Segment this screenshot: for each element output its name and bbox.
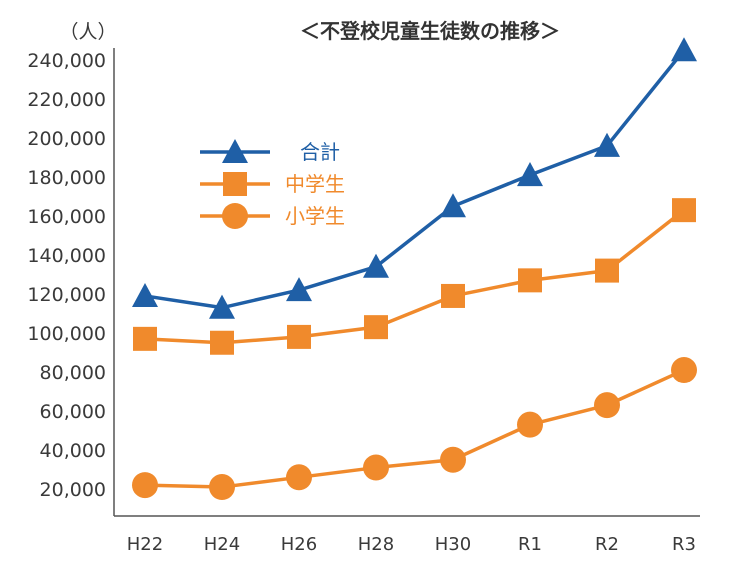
legend-marker-circle	[222, 203, 248, 229]
y-tick-label: 140,000	[27, 245, 106, 267]
y-tick-label: 240,000	[27, 50, 106, 72]
legend-marker-triangle	[222, 139, 248, 164]
chart-title: ＜不登校児童生徒数の推移＞	[300, 19, 560, 43]
data-point-square	[595, 258, 619, 283]
y-tick-label: 180,000	[27, 167, 106, 189]
data-point-square	[364, 315, 388, 340]
data-point-triangle	[286, 277, 312, 302]
x-tick-label: H24	[204, 534, 240, 555]
y-axis-ticks: 20,000 40,000 60,000 80,000 100,000 120,000 14…	[27, 50, 106, 501]
data-point-square	[672, 198, 696, 223]
data-point-circle	[594, 392, 620, 419]
data-point-square	[210, 330, 234, 355]
data-point-square	[133, 326, 157, 351]
y-tick-label: 80,000	[40, 362, 106, 384]
y-tick-label: 60,000	[40, 401, 106, 423]
series-line	[144, 208, 686, 345]
data-point-triangle	[132, 282, 158, 307]
x-tick-label: H28	[358, 534, 394, 555]
data-point-triangle	[363, 253, 389, 278]
series-circle	[132, 357, 697, 501]
data-point-square	[518, 268, 542, 293]
series-group	[132, 37, 697, 501]
data-point-triangle	[671, 37, 697, 62]
x-tick-label: H26	[281, 534, 317, 555]
x-tick-label: R2	[595, 534, 619, 555]
y-tick-label: 160,000	[27, 206, 106, 228]
legend-marker-square	[223, 172, 247, 196]
data-point-circle	[132, 472, 158, 499]
data-point-circle	[209, 474, 235, 501]
y-tick-label: 120,000	[27, 284, 106, 306]
y-axis-unit-label: （人）	[59, 21, 116, 43]
data-point-triangle	[440, 193, 466, 218]
data-point-square	[441, 283, 465, 308]
x-tick-label: H30	[435, 534, 471, 555]
series-square	[133, 198, 696, 355]
data-point-triangle	[594, 132, 620, 157]
x-tick-label: R1	[518, 534, 542, 555]
legend-label: 合計	[300, 140, 340, 164]
series-triangle	[132, 37, 697, 319]
data-point-circle	[517, 411, 543, 438]
data-point-circle	[286, 464, 312, 491]
data-point-square	[287, 324, 311, 349]
data-point-circle	[363, 454, 389, 481]
data-point-triangle	[517, 162, 543, 187]
data-point-circle	[440, 446, 466, 473]
x-tick-label: R3	[672, 534, 696, 555]
x-axis-ticks: H22 H24 H26 H28 H30 R1 R2 R3	[127, 534, 696, 555]
legend-label: 小学生	[285, 204, 345, 228]
data-point-triangle	[209, 294, 235, 319]
series-line	[144, 368, 685, 489]
y-tick-label: 100,000	[27, 323, 106, 345]
y-tick-label: 40,000	[40, 440, 106, 462]
y-tick-label: 220,000	[27, 89, 106, 111]
series-line	[144, 49, 686, 310]
y-tick-label: 20,000	[40, 479, 106, 501]
y-tick-label: 200,000	[27, 128, 106, 150]
legend-label: 中学生	[285, 172, 345, 196]
data-point-circle	[671, 357, 697, 384]
x-tick-label: H22	[127, 534, 163, 555]
